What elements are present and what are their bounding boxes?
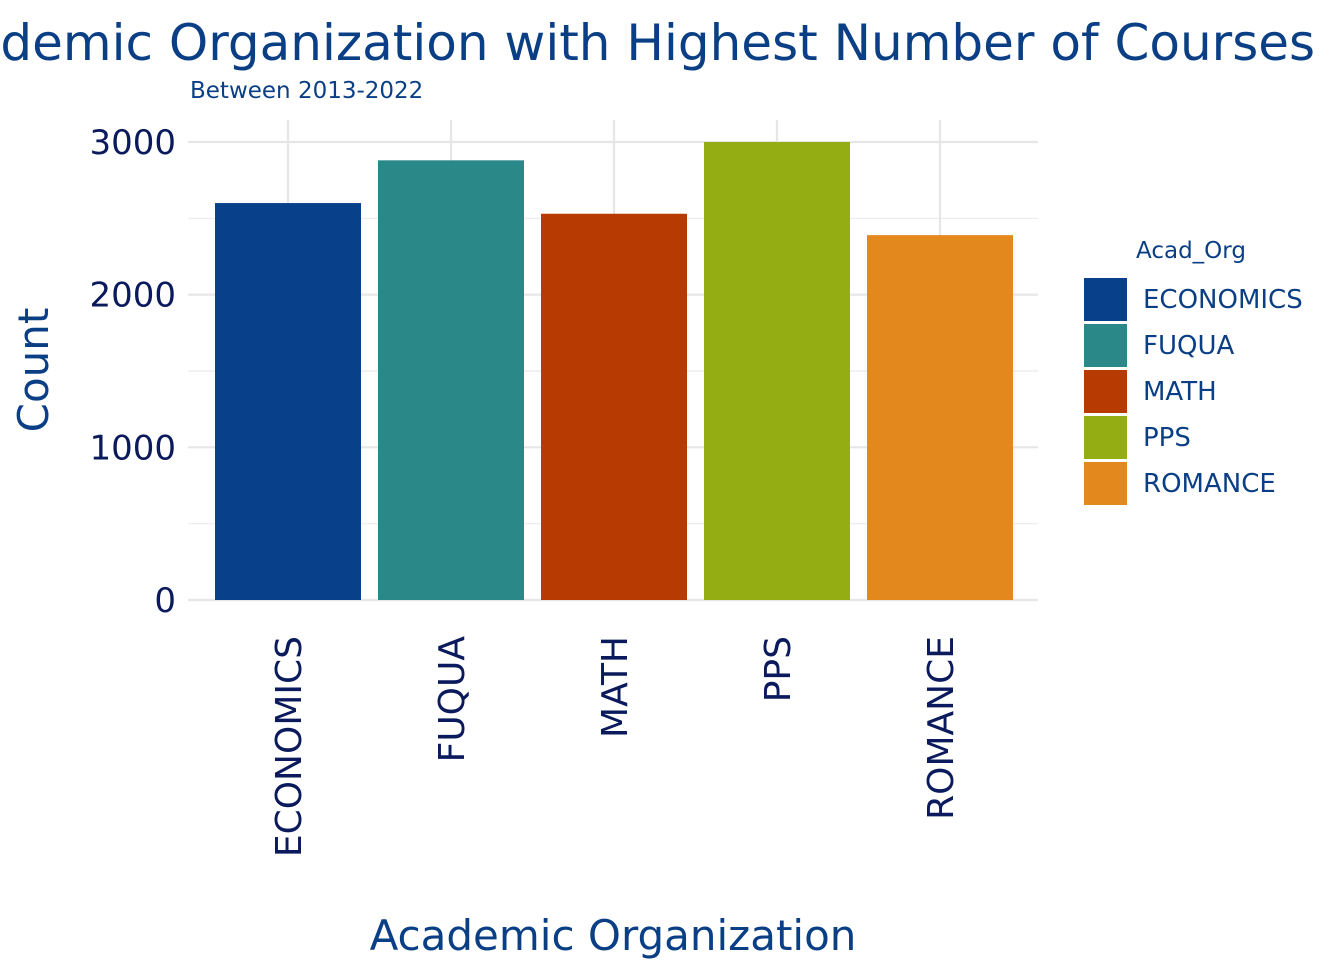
legend-title: Acad_Org — [1136, 238, 1246, 264]
y-axis-label: Count — [9, 308, 58, 433]
y-axis-ticks: 0 1000 2000 3000 — [89, 123, 176, 621]
chart-subtitle: Between 2013-2022 — [190, 78, 423, 104]
y-tick-label: 0 — [154, 581, 176, 621]
legend: Acad_Org ECONOMICS FUQUA MATH PPS ROMANCE — [1084, 238, 1303, 505]
legend-swatch — [1084, 278, 1127, 321]
y-tick-label: 2000 — [89, 276, 176, 316]
bar-pps — [704, 142, 850, 600]
legend-swatch — [1084, 370, 1127, 413]
legend-swatch — [1084, 416, 1127, 459]
legend-label: PPS — [1143, 423, 1191, 453]
y-tick-label: 1000 — [89, 428, 176, 468]
bars — [215, 142, 1013, 601]
legend-label: MATH — [1143, 377, 1217, 407]
legend-label: ECONOMICS — [1143, 285, 1303, 315]
x-tick-label: PPS — [758, 636, 799, 702]
bar-economics — [215, 203, 361, 601]
x-tick-label: MATH — [595, 636, 636, 738]
legend-swatch — [1084, 324, 1127, 367]
bar-math — [541, 213, 687, 600]
x-tick-label: ECONOMICS — [269, 636, 310, 857]
legend-entries: ECONOMICS FUQUA MATH PPS ROMANCE — [1084, 278, 1303, 505]
legend-swatch — [1084, 462, 1127, 505]
x-axis-label: Academic Organization — [370, 911, 857, 960]
bar-fuqua — [378, 160, 524, 600]
x-axis-ticks: ECONOMICS FUQUA MATH PPS ROMANCE — [269, 636, 962, 858]
x-tick-label: ROMANCE — [921, 636, 962, 820]
bar-romance — [867, 235, 1013, 601]
legend-label: FUQUA — [1143, 331, 1234, 361]
x-tick-label: FUQUA — [432, 636, 473, 763]
y-tick-label: 3000 — [89, 123, 176, 163]
chart-title: Academic Organization with Highest Numbe… — [0, 14, 1315, 72]
legend-label: ROMANCE — [1143, 469, 1276, 499]
